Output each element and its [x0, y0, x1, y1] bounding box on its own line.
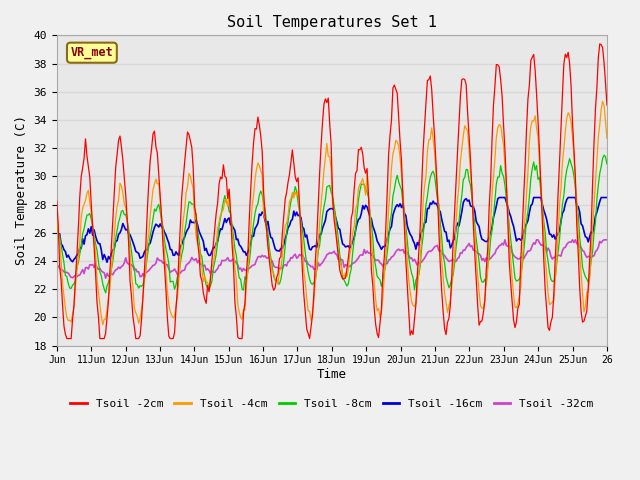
Text: VR_met: VR_met [70, 46, 113, 59]
X-axis label: Time: Time [317, 368, 347, 381]
Legend: Tsoil -2cm, Tsoil -4cm, Tsoil -8cm, Tsoil -16cm, Tsoil -32cm: Tsoil -2cm, Tsoil -4cm, Tsoil -8cm, Tsoi… [66, 395, 598, 413]
Y-axis label: Soil Temperature (C): Soil Temperature (C) [15, 116, 28, 265]
Title: Soil Temperatures Set 1: Soil Temperatures Set 1 [227, 15, 436, 30]
